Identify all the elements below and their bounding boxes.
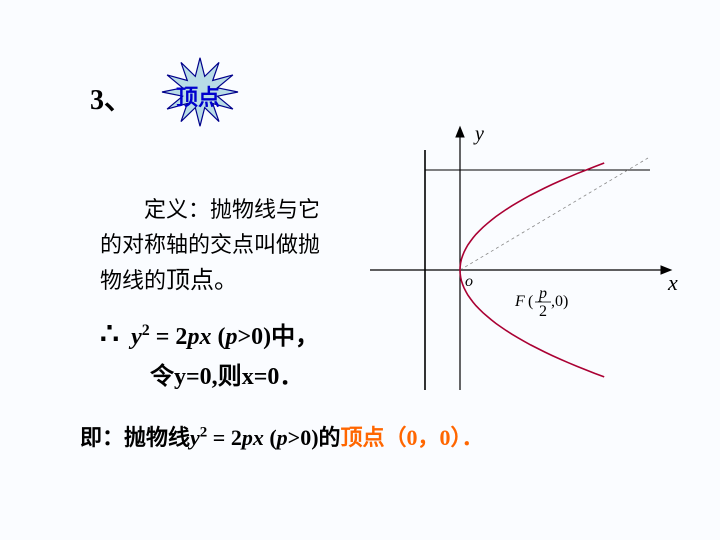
starburst-label: 顶点 [176,80,220,112]
eq1-x: x [199,324,211,350]
def-line3a: 物线的 [100,268,166,293]
svg-text:(: ( [528,293,533,310]
eq2-cn2: 则 [218,364,242,390]
svg-text:o: o [465,273,473,290]
conclusion: 即：抛物线y2 = 2px (p>0)的顶点（0，0）． [80,420,484,452]
concl-b: = 2 [207,425,242,450]
parabola-figure: x y o F( p2,0) [370,120,680,400]
eq1-lp: ( [211,324,225,350]
concl-cn2: 的 [319,425,341,450]
eq1-eq: = 2 [150,324,188,350]
concl-cn1: 即：抛物线 [80,425,190,450]
concl-p: p [242,425,253,450]
def-line1: 定义：抛物线与它 [144,197,320,222]
eq1-p: p [187,324,199,350]
concl-vertex: 顶点（0，0）． [341,425,484,450]
eq2-b: x=0． [242,364,304,390]
eq1-cn: 中， [271,324,319,350]
equation-2: 令y=0,则x=0． [150,356,303,391]
eq1-sup: 2 [142,322,150,339]
concl-p2: p [277,425,288,450]
concl-y: y [190,425,200,450]
def-line2: 的对称轴的交点叫做抛 [100,232,320,257]
svg-text:y: y [473,123,484,145]
svg-text:F: F [514,293,525,310]
svg-text:2: 2 [539,303,547,320]
eq2-a: y=0, [174,364,218,390]
slide: 3、 顶点 定义：抛物线与它 的对称轴的交点叫做抛 物线的顶点。 ∴ y2 = … [0,0,720,540]
concl-x: x [253,425,264,450]
equation-1: ∴ y2 = 2px (p>0)中， [100,316,319,352]
definition-text: 定义：抛物线与它 的对称轴的交点叫做抛 物线的顶点。 [100,192,380,301]
eq2-cn1: 令 [150,364,174,390]
concl-lp: ( [264,425,277,450]
svg-text:p: p [538,285,547,302]
concl-rp: >0) [288,425,319,450]
eq1-y: y [131,324,142,350]
svg-text:x: x [667,270,678,295]
therefore-symbol: ∴ [100,318,119,351]
eq1-rp: >0) [237,324,271,350]
section-number: 3、 [90,78,132,118]
svg-text:,0): ,0) [551,293,568,310]
def-line3b: 顶点。 [166,268,238,294]
eq1-p2: p [225,324,237,350]
